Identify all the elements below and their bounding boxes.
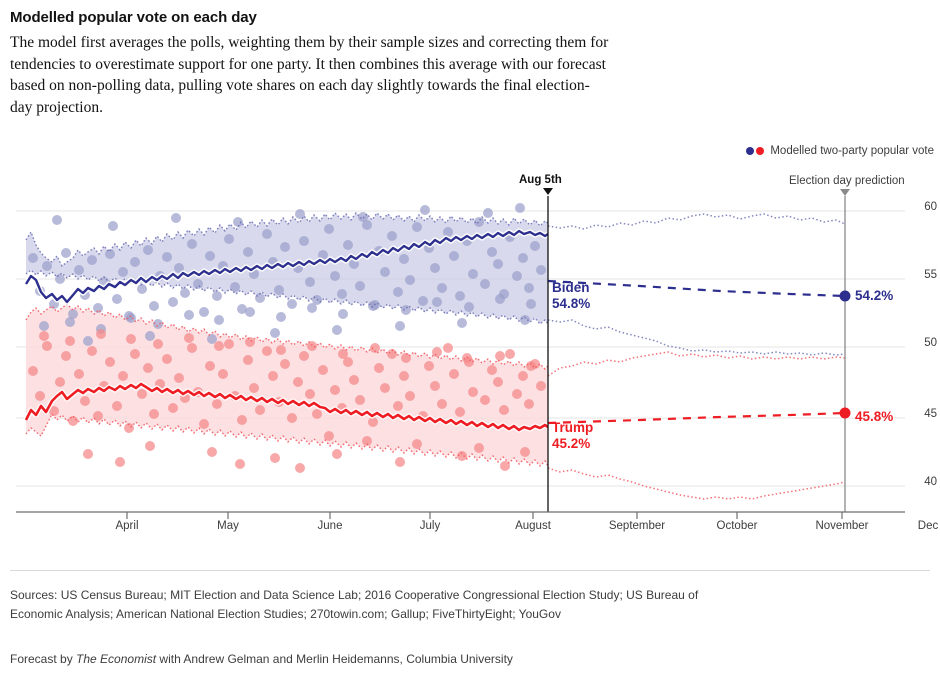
forecast-credit: Forecast by The Economist with Andrew Ge…	[10, 650, 513, 668]
page-title: Modelled popular vote on each day	[10, 9, 257, 26]
legend-dot-blue-icon	[746, 147, 755, 155]
y-tick-55: 55	[924, 269, 937, 281]
x-axis-ticks	[126, 512, 843, 519]
trump-endpoint-label: 45.8%	[855, 409, 894, 424]
y-tick-50: 50	[924, 337, 937, 349]
biden-mean-line	[24, 229, 549, 304]
x-tick-july: July	[419, 520, 441, 532]
biden-band-outline	[25, 211, 549, 325]
vote-share-chart	[16, 196, 905, 519]
biden-endpoint-dot	[839, 290, 851, 302]
biden-callout-name: Biden	[552, 280, 590, 295]
x-tick-august: August	[515, 520, 551, 532]
today-marker-label: Aug 5th	[519, 174, 562, 186]
biden-forecast-bounds	[547, 213, 846, 356]
x-tick-june: June	[317, 520, 343, 532]
trump-callout-value: 45.2%	[552, 436, 591, 451]
x-tick-september: September	[608, 520, 666, 532]
election-marker-label: Election day prediction	[789, 175, 905, 187]
footer-divider	[10, 570, 930, 571]
x-tick-october: October	[716, 520, 758, 532]
chart-subtitle: The model first averages the polls, weig…	[10, 34, 609, 116]
biden-endpoint-label: 54.2%	[855, 288, 894, 303]
forecast-credit-suffix: with Andrew Gelman and Merlin Heidemanns…	[156, 652, 513, 666]
x-tick-december: Dec	[917, 520, 939, 532]
legend-label: Modelled two-party popular vote	[770, 145, 934, 157]
y-tick-40: 40	[924, 476, 937, 488]
election-marker-arrow-icon	[840, 189, 850, 196]
x-tick-may: May	[217, 520, 239, 532]
y-tick-45: 45	[924, 408, 937, 420]
y-tick-60: 60	[924, 201, 937, 213]
chart-plot-area	[0, 196, 940, 546]
biden-callout: Biden 54.8%	[552, 280, 590, 312]
legend-swatch	[746, 147, 765, 155]
x-tick-april: April	[115, 520, 139, 532]
trump-forecast-bounds	[547, 351, 846, 500]
trump-band-outline	[25, 303, 549, 468]
trump-mean-line	[24, 382, 549, 432]
trump-callout-name: Trump	[552, 420, 594, 435]
biden-callout-value: 54.8%	[552, 296, 591, 311]
biden-credible-band	[26, 213, 548, 324]
forecast-credit-brand: The Economist	[76, 652, 157, 666]
chart-legend: Modelled two-party popular vote	[746, 145, 934, 157]
x-tick-november: November	[815, 520, 869, 532]
sources-text: Sources: US Census Bureau; MIT Election …	[10, 588, 699, 621]
trump-endpoint-dot	[839, 407, 851, 419]
chart-page: Modelled popular vote on each day The mo…	[0, 8, 940, 682]
trump-forecast-line	[547, 411, 846, 425]
forecast-credit-prefix: Forecast by	[10, 652, 77, 666]
trump-callout: Trump 45.2%	[552, 420, 593, 452]
today-marker-arrow-icon	[543, 188, 553, 195]
legend-dot-red-icon	[756, 147, 765, 155]
biden-forecast-line	[547, 279, 846, 298]
